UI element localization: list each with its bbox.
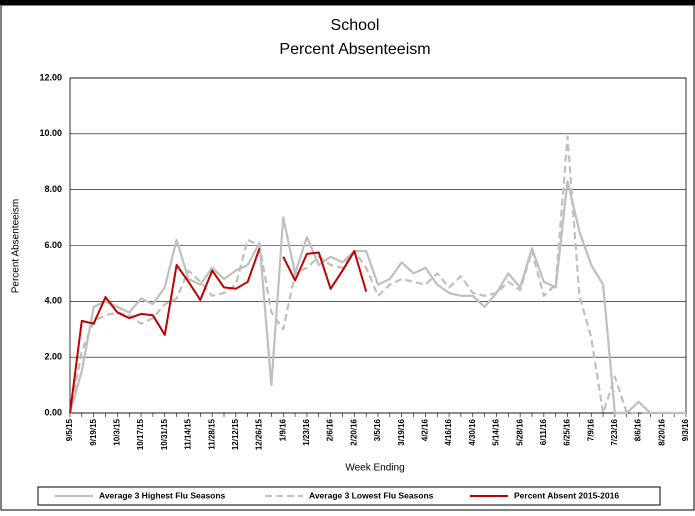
legend-box bbox=[37, 486, 661, 506]
y-tick-label: 6.00 bbox=[44, 240, 62, 250]
x-tick-label: 1/23/16 bbox=[302, 418, 311, 445]
x-tick-label: 11/14/15 bbox=[184, 418, 193, 449]
series-line bbox=[69, 247, 368, 414]
x-tick-label: 6/11/16 bbox=[539, 418, 548, 445]
x-tick-label: 2/6/16 bbox=[326, 418, 335, 441]
chart-border bbox=[0, 4, 695, 511]
x-tick-label: 4/30/16 bbox=[468, 418, 477, 445]
x-tick-label: 11/28/15 bbox=[207, 418, 216, 449]
x-tick-label: 6/25/16 bbox=[563, 418, 572, 445]
x-tick-label: 9/3/16 bbox=[681, 418, 690, 441]
x-tick-label: 4/16/16 bbox=[444, 418, 453, 445]
x-tick-label: 10/17/15 bbox=[136, 418, 145, 450]
x-tick-label: 7/23/16 bbox=[610, 418, 619, 445]
x-tick-label: 10/31/15 bbox=[160, 418, 169, 450]
x-tick-label: 3/5/16 bbox=[373, 418, 382, 441]
y-tick-label: 10.00 bbox=[39, 128, 62, 138]
x-tick-label: 5/14/16 bbox=[492, 418, 501, 445]
x-tick-label: 10/3/15 bbox=[112, 418, 121, 445]
x-tick-label: 8/6/16 bbox=[634, 418, 643, 441]
y-tick-label: 0.00 bbox=[44, 407, 62, 417]
x-tick-label: 3/19/16 bbox=[397, 418, 406, 445]
y-tick-label: 12.00 bbox=[39, 72, 62, 82]
y-tick-label: 2.00 bbox=[44, 352, 62, 362]
x-tick-label: 8/20/16 bbox=[657, 418, 666, 445]
y-tick-label: 8.00 bbox=[44, 184, 62, 194]
chart-title: School bbox=[331, 17, 380, 34]
x-tick-label: 9/5/15 bbox=[65, 418, 74, 441]
x-tick-label: 2/20/16 bbox=[349, 418, 358, 445]
x-tick-label: 12/12/15 bbox=[231, 418, 240, 450]
series-line bbox=[68, 180, 686, 415]
x-tick-label: 5/28/16 bbox=[515, 418, 524, 445]
legend-label: Average 3 Highest Flu Seasons bbox=[99, 490, 226, 500]
top-bar bbox=[0, 0, 695, 5]
x-tick-label: 12/26/15 bbox=[255, 418, 264, 450]
x-axis-label: Week Ending bbox=[345, 463, 404, 474]
legend-label: Percent Absent 2015-2016 bbox=[514, 490, 619, 500]
x-tick-label: 7/9/16 bbox=[586, 418, 595, 441]
x-tick-label: 9/19/15 bbox=[89, 418, 98, 445]
x-tick-label: 1/9/16 bbox=[278, 418, 287, 441]
legend-label: Average 3 Lowest Flu Seasons bbox=[309, 490, 434, 500]
chart-subtitle: Percent Absenteeism bbox=[279, 41, 430, 58]
x-tick-label: 4/2/16 bbox=[420, 418, 429, 441]
series-line bbox=[68, 135, 686, 415]
y-tick-label: 4.00 bbox=[44, 296, 62, 306]
y-axis-label: Percent Absenteeism bbox=[11, 199, 22, 294]
